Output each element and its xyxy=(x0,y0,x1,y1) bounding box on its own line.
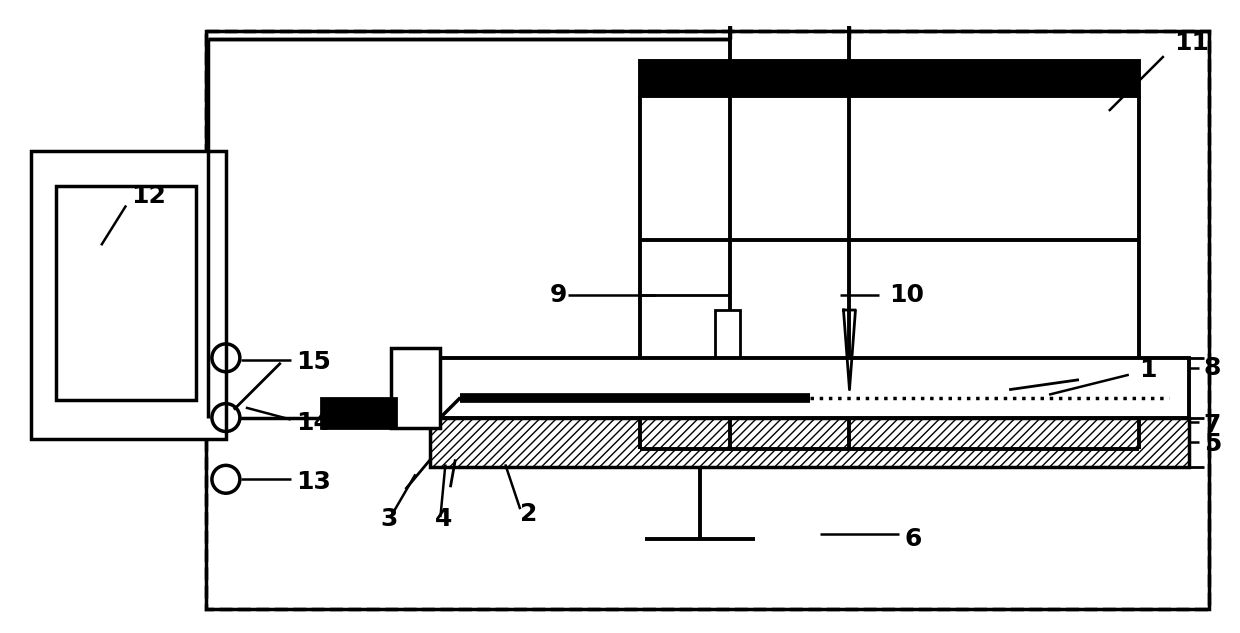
Bar xyxy=(430,358,1189,418)
Text: 2: 2 xyxy=(521,502,538,526)
Bar xyxy=(391,348,440,427)
Bar xyxy=(640,61,1138,96)
Bar xyxy=(430,418,1189,467)
Bar xyxy=(321,398,396,427)
Text: 9: 9 xyxy=(551,283,568,307)
Text: 1: 1 xyxy=(1138,358,1157,382)
Text: 3: 3 xyxy=(381,507,398,531)
Bar xyxy=(31,151,226,439)
Text: 10: 10 xyxy=(889,283,924,307)
Text: 4: 4 xyxy=(435,507,453,531)
Bar xyxy=(206,31,1209,609)
Text: 11: 11 xyxy=(1174,31,1209,55)
Text: 6: 6 xyxy=(904,527,921,551)
Text: 13: 13 xyxy=(295,470,331,494)
Bar xyxy=(56,185,196,399)
Text: 14: 14 xyxy=(295,411,331,434)
Text: 7: 7 xyxy=(1204,413,1221,437)
Text: 12: 12 xyxy=(131,184,166,208)
Text: 8: 8 xyxy=(1204,356,1221,380)
Text: 15: 15 xyxy=(295,350,331,374)
Bar xyxy=(714,310,740,390)
Text: 5: 5 xyxy=(1204,432,1221,456)
Bar xyxy=(206,31,1209,609)
